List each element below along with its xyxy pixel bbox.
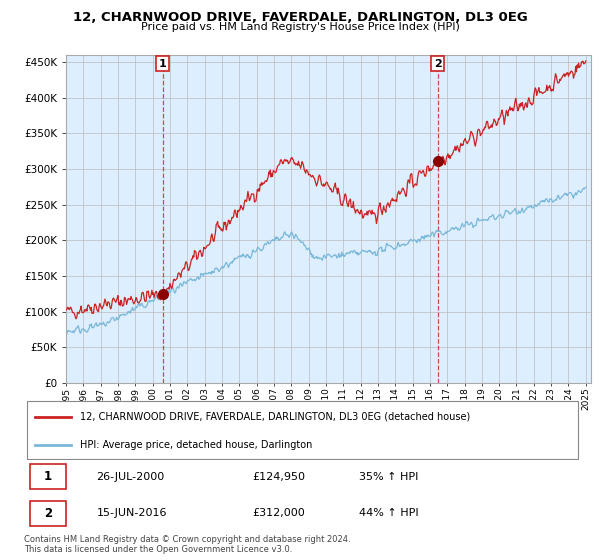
FancyBboxPatch shape [29, 501, 66, 526]
Text: £312,000: £312,000 [253, 508, 305, 519]
FancyBboxPatch shape [27, 401, 578, 459]
Text: 15-JUN-2016: 15-JUN-2016 [97, 508, 167, 519]
Text: 2: 2 [434, 59, 442, 68]
Text: 2: 2 [44, 507, 52, 520]
Text: Contains HM Land Registry data © Crown copyright and database right 2024.
This d: Contains HM Land Registry data © Crown c… [24, 535, 350, 554]
FancyBboxPatch shape [29, 464, 66, 489]
Text: 12, CHARNWOOD DRIVE, FAVERDALE, DARLINGTON, DL3 0EG (detached house): 12, CHARNWOOD DRIVE, FAVERDALE, DARLINGT… [80, 412, 470, 422]
Text: 35% ↑ HPI: 35% ↑ HPI [359, 472, 418, 482]
Text: 26-JUL-2000: 26-JUL-2000 [97, 472, 165, 482]
Text: 44% ↑ HPI: 44% ↑ HPI [359, 508, 418, 519]
Text: 1: 1 [159, 59, 167, 68]
Text: £124,950: £124,950 [253, 472, 306, 482]
Text: 1: 1 [44, 470, 52, 483]
Text: HPI: Average price, detached house, Darlington: HPI: Average price, detached house, Darl… [80, 440, 312, 450]
Text: 12, CHARNWOOD DRIVE, FAVERDALE, DARLINGTON, DL3 0EG: 12, CHARNWOOD DRIVE, FAVERDALE, DARLINGT… [73, 11, 527, 24]
Text: Price paid vs. HM Land Registry's House Price Index (HPI): Price paid vs. HM Land Registry's House … [140, 22, 460, 32]
